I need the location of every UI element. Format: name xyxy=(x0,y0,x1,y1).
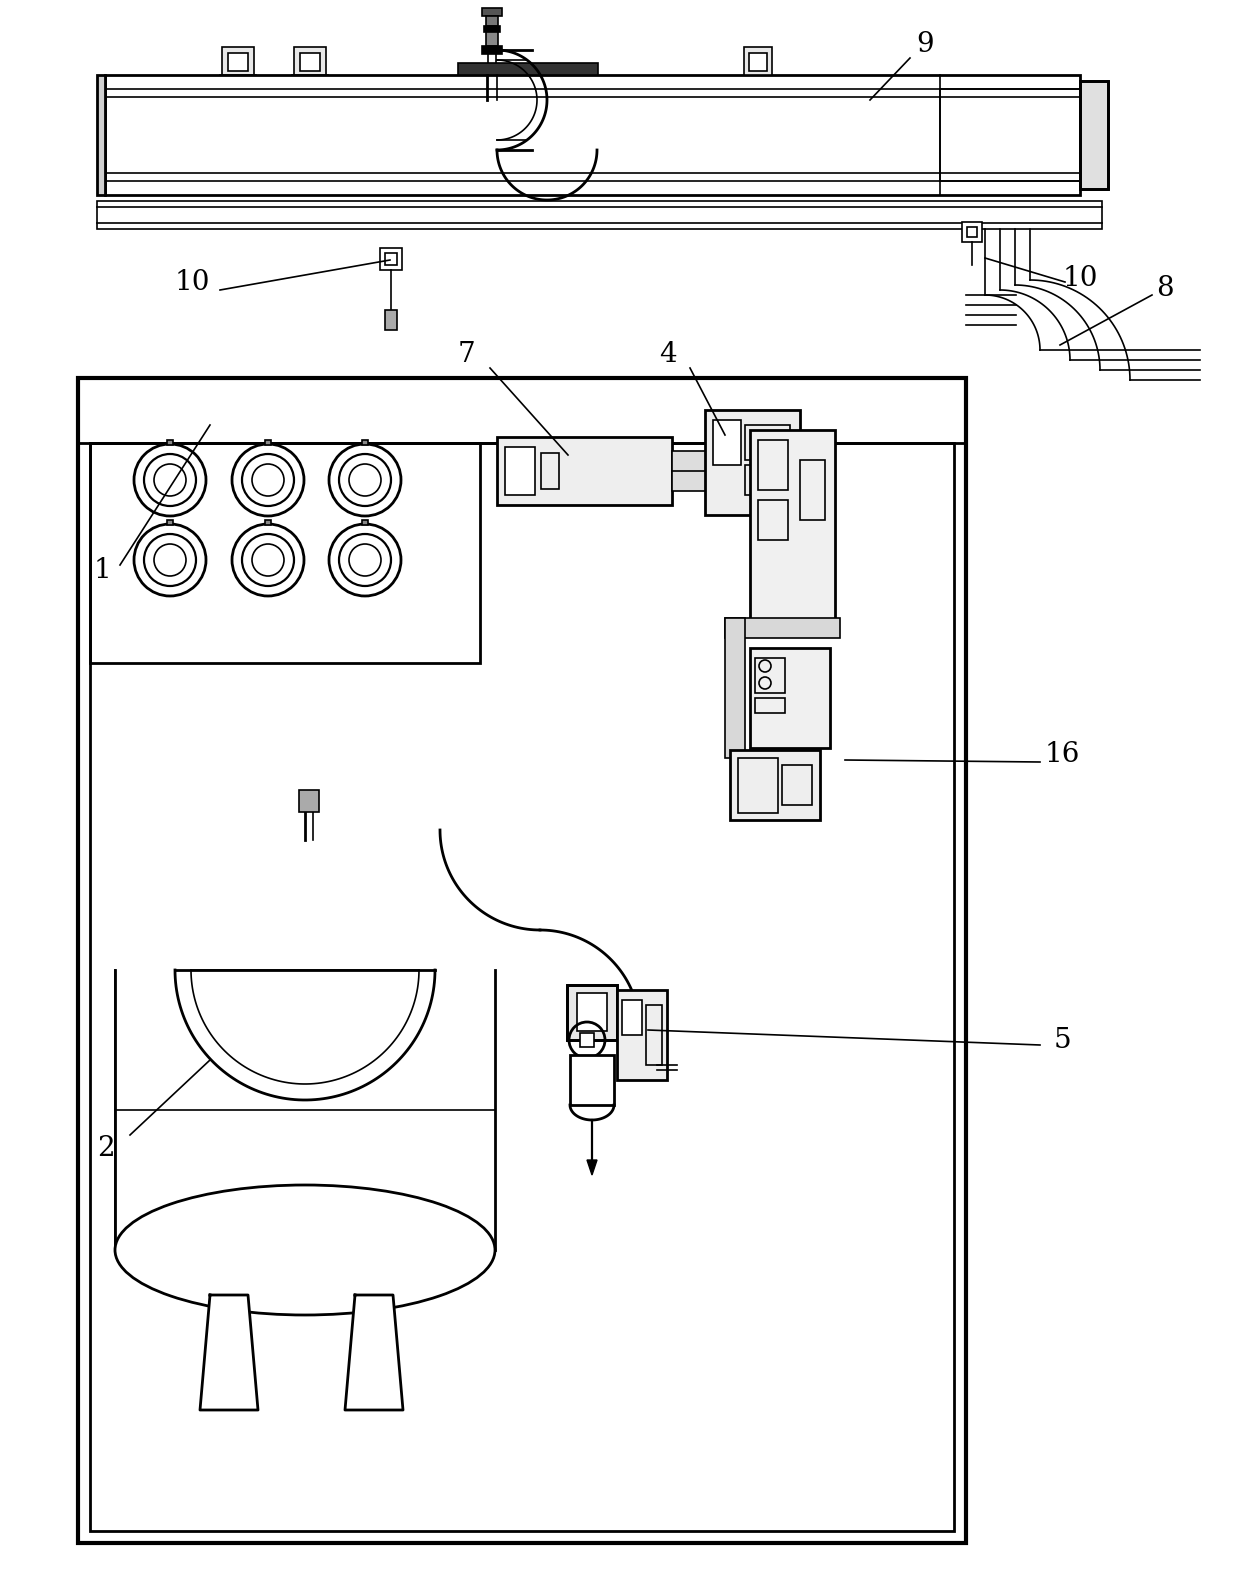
Bar xyxy=(800,460,825,521)
Bar xyxy=(570,1055,614,1105)
Bar xyxy=(749,53,768,72)
Bar xyxy=(222,48,254,75)
Bar xyxy=(738,758,777,814)
Bar xyxy=(265,439,272,446)
Bar xyxy=(713,420,742,465)
Bar xyxy=(505,447,534,495)
Bar xyxy=(379,248,402,271)
Bar xyxy=(167,521,174,525)
Bar xyxy=(384,253,397,264)
Bar xyxy=(758,439,787,490)
Ellipse shape xyxy=(115,1184,495,1315)
Polygon shape xyxy=(200,1294,258,1411)
Bar xyxy=(265,521,272,525)
Bar xyxy=(744,48,773,75)
Bar xyxy=(646,1005,662,1065)
Text: 4: 4 xyxy=(660,341,677,368)
Bar xyxy=(962,221,982,242)
Bar xyxy=(577,993,608,1032)
Bar xyxy=(580,1033,594,1048)
Bar xyxy=(940,89,1080,181)
Text: 10: 10 xyxy=(175,269,210,296)
Bar xyxy=(97,201,1102,229)
Bar xyxy=(167,439,174,446)
Bar xyxy=(482,8,502,16)
Polygon shape xyxy=(345,1294,403,1411)
Bar xyxy=(758,500,787,540)
Bar xyxy=(755,697,785,713)
Bar xyxy=(484,25,500,32)
Bar xyxy=(567,985,618,1040)
Text: 7: 7 xyxy=(458,341,476,368)
Bar xyxy=(1080,81,1109,189)
Bar xyxy=(567,985,618,1040)
Bar xyxy=(706,411,800,514)
Text: 9: 9 xyxy=(916,32,934,59)
Bar xyxy=(91,443,954,1532)
Text: 16: 16 xyxy=(1044,742,1080,769)
Bar xyxy=(750,648,830,748)
Bar xyxy=(299,790,319,812)
Text: 2: 2 xyxy=(97,1135,115,1162)
Bar xyxy=(782,766,812,806)
Bar xyxy=(486,32,498,46)
Bar xyxy=(618,990,667,1079)
Bar xyxy=(750,430,835,626)
Bar xyxy=(725,618,745,758)
Bar xyxy=(105,75,1080,194)
Bar xyxy=(755,657,785,693)
Bar xyxy=(362,439,368,446)
Text: 5: 5 xyxy=(1053,1027,1071,1054)
Bar xyxy=(78,377,966,443)
Bar xyxy=(745,425,790,460)
Text: 1: 1 xyxy=(93,557,110,584)
Text: 8: 8 xyxy=(1156,274,1174,301)
Bar xyxy=(228,53,248,72)
Bar xyxy=(745,465,790,495)
Bar xyxy=(482,46,502,54)
Bar xyxy=(622,1000,642,1035)
Bar xyxy=(541,454,559,489)
Bar xyxy=(294,48,326,75)
Bar xyxy=(730,750,820,820)
Polygon shape xyxy=(587,1161,596,1175)
Bar xyxy=(967,228,977,237)
Bar xyxy=(497,436,672,505)
Bar xyxy=(91,443,480,662)
Bar xyxy=(300,53,320,72)
Bar xyxy=(384,310,397,330)
Bar xyxy=(725,618,839,638)
Text: 10: 10 xyxy=(1063,264,1097,291)
Bar xyxy=(78,377,966,1543)
Bar xyxy=(672,451,707,490)
Bar xyxy=(97,75,105,194)
Bar xyxy=(362,521,368,525)
Bar xyxy=(486,16,498,25)
Bar xyxy=(458,64,598,75)
Bar xyxy=(1080,81,1109,189)
